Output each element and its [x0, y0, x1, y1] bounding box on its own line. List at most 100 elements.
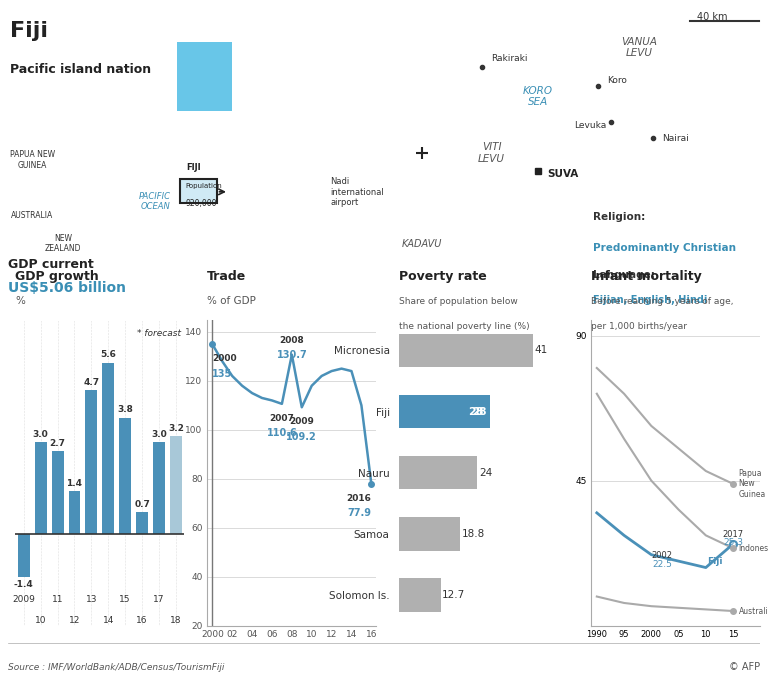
Text: Rakiraki: Rakiraki	[492, 54, 528, 63]
Bar	[399, 334, 532, 367]
Bar	[170, 436, 182, 534]
Bar	[177, 42, 232, 76]
Text: 15: 15	[120, 595, 131, 604]
Text: 22.5: 22.5	[652, 559, 672, 569]
Text: Share of population below: Share of population below	[399, 297, 518, 306]
Text: 18: 18	[170, 616, 181, 626]
Text: 3.2: 3.2	[168, 424, 184, 433]
Text: 109.2: 109.2	[286, 432, 317, 442]
Bar	[51, 451, 64, 534]
Text: 2009: 2009	[12, 595, 35, 604]
Text: 12: 12	[69, 616, 80, 626]
Text: US$5.06 billion: US$5.06 billion	[8, 281, 126, 295]
Bar	[102, 363, 114, 534]
Text: 2.7: 2.7	[50, 439, 65, 448]
Text: 10: 10	[35, 616, 46, 626]
Text: 130.7: 130.7	[276, 350, 307, 359]
Text: 920,000: 920,000	[186, 199, 217, 208]
Bar	[85, 390, 98, 534]
Text: Papua
New
Guinea: Papua New Guinea	[739, 469, 766, 499]
Text: 3.8: 3.8	[118, 405, 133, 414]
Text: AUSTRALIA: AUSTRALIA	[11, 211, 54, 220]
Text: 28: 28	[468, 407, 484, 416]
Text: 28: 28	[472, 407, 487, 416]
Text: 2009: 2009	[290, 417, 314, 426]
Text: 3.0: 3.0	[151, 430, 167, 439]
Bar	[136, 512, 148, 534]
Text: 16: 16	[137, 616, 147, 626]
Bar	[119, 418, 131, 534]
Text: Trade: Trade	[207, 270, 247, 283]
Text: 1.4: 1.4	[67, 479, 82, 488]
Text: KORO
SEA: KORO SEA	[522, 85, 553, 107]
Text: Levuka: Levuka	[574, 122, 607, 131]
Text: Religion:: Religion:	[593, 212, 645, 222]
Bar	[35, 442, 47, 534]
Text: 12.7: 12.7	[442, 590, 465, 600]
Text: Koro: Koro	[607, 76, 627, 85]
Text: Fiji: Fiji	[10, 21, 48, 41]
Text: 2008: 2008	[280, 336, 304, 345]
Text: 2002: 2002	[652, 551, 673, 560]
Text: 13: 13	[86, 595, 97, 604]
Text: -1.4: -1.4	[14, 580, 34, 589]
Text: 40 km: 40 km	[697, 13, 728, 22]
Text: 3.0: 3.0	[33, 430, 48, 439]
Text: 2000: 2000	[212, 354, 237, 363]
Text: 14: 14	[103, 616, 114, 626]
Text: SUVA: SUVA	[547, 170, 578, 179]
Text: 24: 24	[479, 468, 492, 477]
Bar	[399, 456, 478, 489]
Text: the national poverty line (%): the national poverty line (%)	[399, 322, 530, 331]
Text: © AFP: © AFP	[729, 662, 760, 672]
Bar	[18, 534, 30, 577]
Text: Source : IMF/WorldBank/ADB/Census/TourismFiji: Source : IMF/WorldBank/ADB/Census/Touris…	[8, 663, 224, 671]
Text: Poverty rate: Poverty rate	[399, 270, 487, 283]
Text: PAPUA NEW
GUINEA: PAPUA NEW GUINEA	[10, 150, 55, 170]
Text: KADAVU: KADAVU	[402, 238, 442, 249]
Text: 41: 41	[535, 345, 548, 355]
Text: 4.7: 4.7	[84, 378, 99, 387]
Text: 2007: 2007	[270, 414, 294, 423]
Text: Indonesia: Indonesia	[739, 543, 768, 553]
Text: Language:: Language:	[593, 270, 655, 280]
Text: 17: 17	[154, 595, 164, 604]
Text: NEW
ZEALAND: NEW ZEALAND	[45, 234, 81, 253]
Bar	[177, 76, 232, 111]
Text: Predominantly Christian: Predominantly Christian	[593, 243, 736, 253]
Text: 28: 28	[492, 407, 506, 416]
Text: * forecast: * forecast	[137, 329, 181, 338]
Text: VITI
LEVU: VITI LEVU	[478, 142, 505, 164]
Text: %: %	[15, 296, 25, 306]
Text: FIJI: FIJI	[186, 163, 200, 172]
Bar	[399, 578, 441, 612]
Text: Pacific island nation: Pacific island nation	[10, 63, 151, 76]
Text: GDP growth: GDP growth	[15, 270, 99, 283]
Text: VANUA
LEVU: VANUA LEVU	[621, 37, 657, 58]
Text: 18.8: 18.8	[462, 529, 485, 539]
FancyBboxPatch shape	[180, 179, 217, 203]
Text: 0.7: 0.7	[134, 500, 150, 509]
Text: 11: 11	[52, 595, 63, 604]
Text: Fiji: Fiji	[707, 557, 722, 566]
Text: Before reaching 5 years of age,: Before reaching 5 years of age,	[591, 297, 734, 306]
Text: 2017: 2017	[723, 530, 743, 539]
Text: per 1,000 births/year: per 1,000 births/year	[591, 322, 687, 331]
Text: 25.3: 25.3	[723, 538, 743, 547]
Text: % of GDP: % of GDP	[207, 296, 257, 306]
Text: 135: 135	[212, 368, 233, 379]
Text: 110.6: 110.6	[266, 428, 297, 439]
Text: Fijian, English, Hindi: Fijian, English, Hindi	[593, 295, 707, 304]
Bar	[399, 395, 490, 428]
Bar	[153, 442, 165, 534]
Text: PACIFIC
OCEAN: PACIFIC OCEAN	[139, 192, 171, 211]
Text: 77.9: 77.9	[347, 508, 372, 518]
Bar	[68, 491, 81, 534]
Text: Nairai: Nairai	[662, 133, 689, 142]
Text: Population: Population	[186, 183, 223, 188]
Text: Infant mortality: Infant mortality	[591, 270, 702, 283]
Text: GDP current: GDP current	[8, 258, 94, 270]
Text: 5.6: 5.6	[101, 350, 116, 359]
Bar	[399, 517, 461, 550]
Text: Nadi
international
airport: Nadi international airport	[330, 177, 384, 207]
